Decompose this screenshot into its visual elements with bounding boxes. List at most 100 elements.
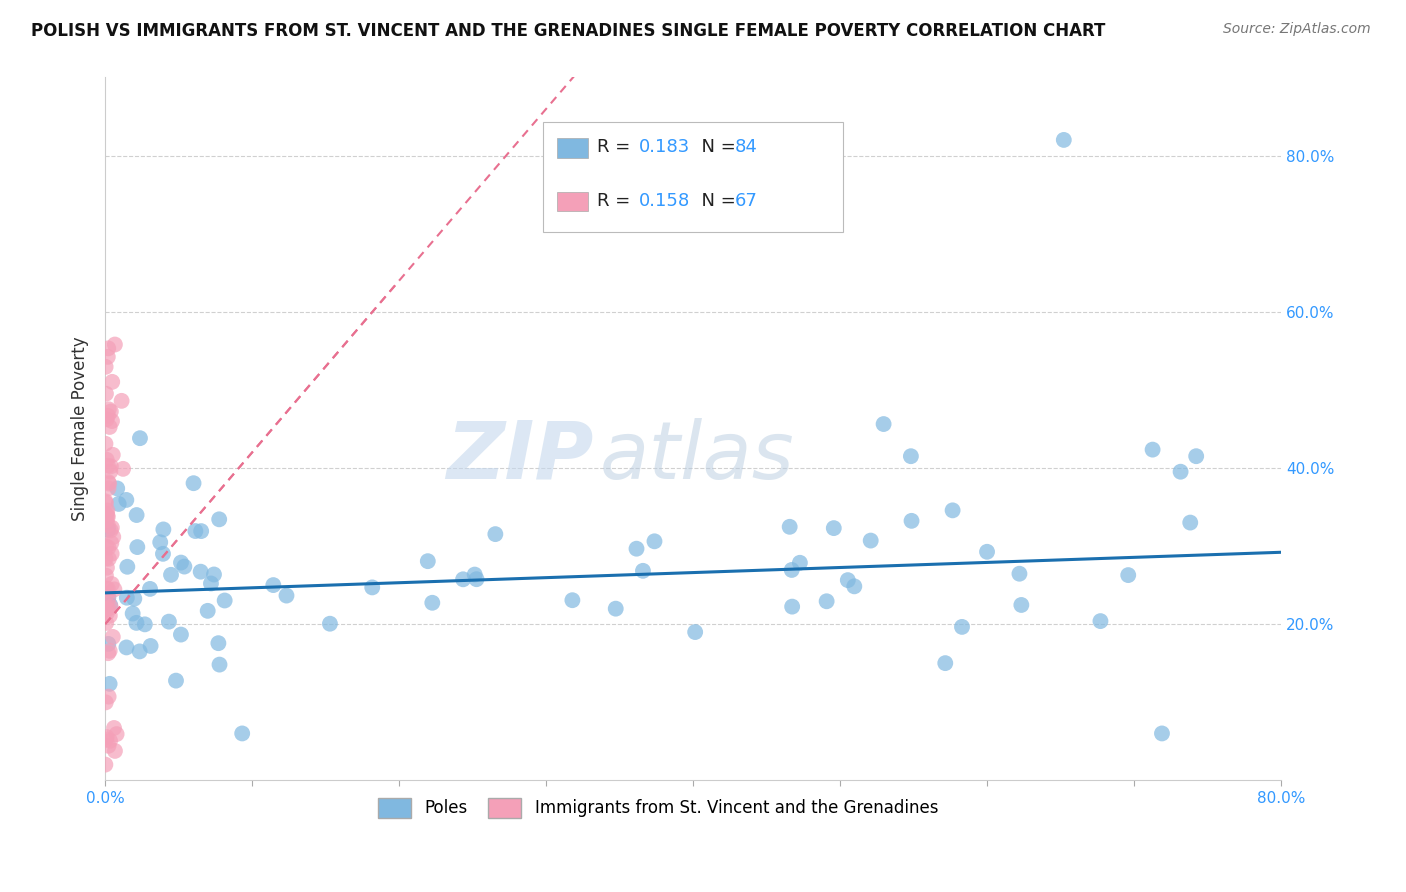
Point (104, 337, 127, 351)
Point (94, 386, 117, 401)
Point (780, 599, 803, 614)
Point (94, 695, 117, 709)
Point (561, 593, 583, 607)
Point (115, 591, 138, 605)
Point (149, 535, 172, 549)
Point (1170, 465, 1192, 479)
Point (112, 462, 135, 476)
Point (214, 593, 236, 607)
Point (94, 494, 117, 508)
Point (97, 590, 120, 604)
Point (121, 607, 143, 621)
Point (100, 577, 122, 591)
Point (97, 637, 120, 651)
Point (100, 404, 122, 418)
Point (97, 350, 120, 364)
Point (872, 417, 894, 431)
Point (1180, 516, 1202, 530)
Point (94, 437, 117, 451)
Point (208, 512, 231, 526)
Point (97, 592, 120, 607)
Point (152, 547, 174, 561)
Point (184, 524, 207, 538)
Point (97, 481, 120, 495)
Point (128, 644, 150, 658)
Text: 67: 67 (734, 192, 758, 210)
Point (125, 615, 148, 630)
Point (276, 589, 298, 603)
Point (96, 540, 118, 554)
Point (631, 564, 654, 578)
Point (101, 375, 124, 389)
Point (97, 475, 120, 489)
Point (1053, 133, 1076, 147)
Point (160, 567, 183, 582)
Text: Source: ZipAtlas.com: Source: ZipAtlas.com (1223, 22, 1371, 37)
Text: atlas: atlas (599, 418, 794, 496)
Point (976, 545, 998, 559)
Point (98, 608, 121, 623)
Point (96, 507, 118, 521)
Point (97, 582, 120, 596)
Point (780, 563, 803, 577)
Point (94, 757, 117, 772)
Point (837, 573, 859, 587)
Point (170, 556, 193, 570)
Point (1185, 449, 1208, 463)
Point (1090, 614, 1112, 628)
Point (170, 627, 193, 641)
Point (94, 551, 117, 566)
Point (104, 744, 127, 758)
Point (100, 459, 122, 474)
Point (98, 598, 121, 612)
Text: N =: N = (690, 192, 741, 210)
Legend: Poles, Immigrants from St. Vincent and the Grenadines: Poles, Immigrants from St. Vincent and t… (371, 791, 945, 825)
Point (98, 465, 121, 479)
Point (451, 572, 474, 586)
Point (157, 615, 180, 629)
Point (115, 640, 138, 655)
Point (97, 541, 120, 555)
Point (789, 556, 811, 570)
Point (319, 616, 342, 631)
Point (942, 503, 965, 517)
Point (420, 596, 443, 610)
Point (101, 448, 124, 462)
Point (97, 551, 120, 566)
Point (97, 458, 120, 473)
Point (165, 673, 187, 688)
Point (900, 449, 922, 463)
Point (139, 639, 162, 653)
Point (96, 615, 118, 630)
Point (101, 630, 124, 644)
Point (96, 452, 118, 467)
Point (98, 677, 121, 691)
Point (96, 412, 118, 426)
Point (484, 527, 506, 541)
Point (96, 602, 118, 616)
Point (779, 520, 801, 534)
Point (200, 576, 222, 591)
Point (844, 579, 866, 593)
Point (125, 508, 148, 522)
Point (124, 591, 146, 606)
Point (97, 342, 120, 356)
Text: 84: 84 (734, 138, 758, 156)
Point (96, 606, 118, 620)
Point (110, 393, 132, 408)
Point (129, 431, 152, 445)
Point (94, 568, 117, 582)
Point (197, 604, 219, 618)
Point (416, 554, 439, 568)
Text: 0.183: 0.183 (640, 138, 690, 156)
Point (683, 625, 706, 640)
Point (97, 739, 120, 753)
Point (207, 636, 229, 650)
Point (173, 559, 195, 574)
Point (464, 567, 486, 582)
Point (127, 540, 149, 554)
Point (117, 559, 139, 574)
Text: POLISH VS IMMIGRANTS FROM ST. VINCENT AND THE GRENADINES SINGLE FEMALE POVERTY C: POLISH VS IMMIGRANTS FROM ST. VINCENT AN… (31, 22, 1105, 40)
Point (94, 732, 117, 747)
Point (105, 482, 128, 496)
